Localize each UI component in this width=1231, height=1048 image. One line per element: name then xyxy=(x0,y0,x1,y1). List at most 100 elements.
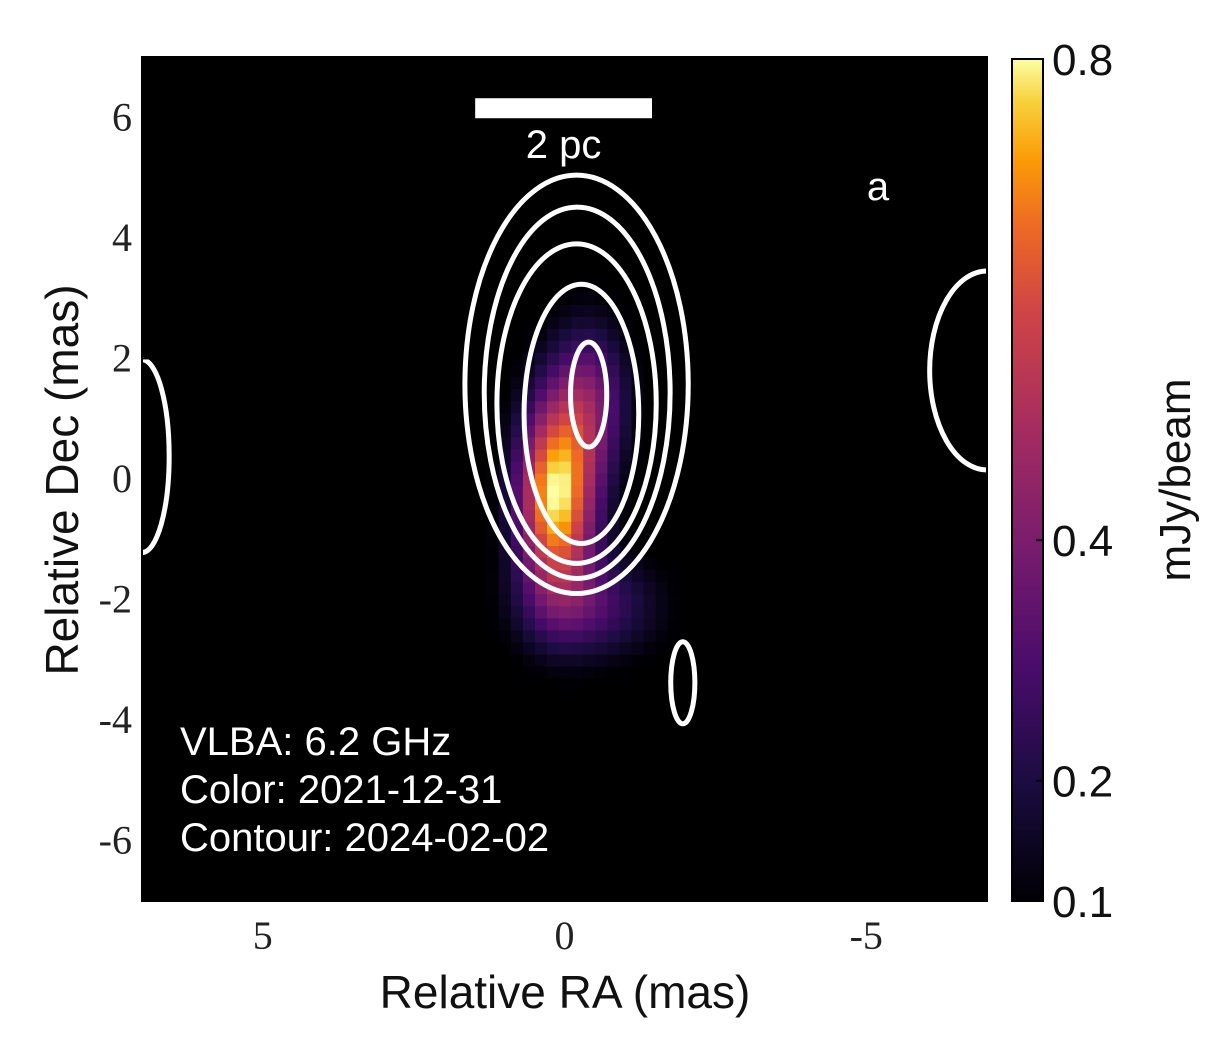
heatmap-cell xyxy=(546,460,560,474)
heatmap-cell xyxy=(582,473,596,486)
heatmap-cell xyxy=(594,593,608,607)
heatmap-cell xyxy=(498,581,511,595)
heatmap-cell xyxy=(606,316,620,329)
heatmap-cell xyxy=(510,352,523,366)
heatmap-cell xyxy=(582,448,596,462)
heatmap-cell xyxy=(618,376,632,390)
heatmap-cell xyxy=(558,509,572,522)
heatmap-cell xyxy=(618,629,632,643)
contour-line xyxy=(668,639,698,727)
axis-ticks: 5 0 -5 6 4 2 0 -2 -4 -6 xyxy=(99,56,988,958)
heatmap-cell xyxy=(594,653,608,667)
heatmap-cell xyxy=(534,473,547,486)
heatmap-cell xyxy=(643,557,656,571)
heatmap-cell xyxy=(667,581,680,595)
heatmap-cell xyxy=(570,388,584,402)
heatmap-cell xyxy=(570,460,584,474)
heatmap-cell xyxy=(618,436,632,450)
y-tick-label: 2 xyxy=(112,335,132,380)
heatmap-cell xyxy=(522,617,535,631)
heatmap-cell xyxy=(558,617,572,631)
heatmap-cell xyxy=(558,605,572,619)
heatmap-cell xyxy=(510,581,523,595)
heatmap-cell xyxy=(522,497,535,510)
heatmap-cell xyxy=(534,665,547,679)
heatmap-cell xyxy=(546,424,560,438)
heatmap-cell xyxy=(558,340,572,353)
heatmap-cell xyxy=(570,304,584,317)
heatmap-cell xyxy=(618,388,632,402)
annotation-band: VLBA: 6.2 GHz xyxy=(180,720,451,764)
heatmap-cell xyxy=(558,424,572,438)
heatmap-cell xyxy=(606,497,620,510)
heatmap-cell xyxy=(570,316,584,329)
heatmap-cell xyxy=(582,424,596,438)
heatmap-cell xyxy=(510,388,523,402)
heatmap-cell xyxy=(534,388,547,402)
heatmap-cell xyxy=(558,436,572,450)
heatmap-cell xyxy=(606,400,620,414)
heatmap-cell xyxy=(594,304,608,317)
heatmap-cell xyxy=(498,400,511,414)
heatmap-cell xyxy=(582,485,596,498)
y-tick-label: -2 xyxy=(99,577,132,622)
heatmap-cell xyxy=(655,629,668,643)
heatmap-cell xyxy=(570,509,584,522)
contour-line xyxy=(481,204,673,581)
heatmap-cell xyxy=(558,593,572,607)
heatmap-cell xyxy=(630,653,644,667)
heatmap-cell xyxy=(618,400,632,414)
heatmap-cell xyxy=(618,605,632,619)
heatmap-cell xyxy=(546,497,560,510)
colorbar-ticks: 0.8 0.4 0.2 0.1 xyxy=(1036,36,1113,927)
scale-bar-label: 2 pc xyxy=(526,123,602,167)
heatmap-cell xyxy=(510,629,523,643)
heatmap-cell xyxy=(486,557,499,571)
heatmap-cell xyxy=(606,641,620,655)
heatmap-cell xyxy=(594,497,608,510)
heatmap-cell xyxy=(534,412,547,426)
heatmap-cell xyxy=(558,521,572,534)
panel-label: a xyxy=(867,165,890,209)
heatmap-cell xyxy=(582,316,596,329)
heatmap-cell xyxy=(534,424,547,438)
heatmap-cell xyxy=(570,677,584,691)
heatmap-cell xyxy=(498,569,511,583)
heatmap-cell xyxy=(510,605,523,619)
heatmap-cell xyxy=(655,581,668,595)
scale-bar xyxy=(475,98,653,119)
heatmap-cell xyxy=(570,593,584,607)
heatmap-cell xyxy=(618,412,632,426)
heatmap-cell xyxy=(498,557,511,571)
heatmap-cell xyxy=(558,485,572,498)
heatmap-cell xyxy=(606,376,620,390)
heatmap-cell xyxy=(534,436,547,450)
heatmap-cell xyxy=(606,412,620,426)
heatmap-cell xyxy=(582,629,596,643)
heatmap-cell xyxy=(594,641,608,655)
heatmap-cell xyxy=(558,328,572,341)
heatmap-cell xyxy=(655,569,668,583)
heatmap-cell xyxy=(534,352,547,366)
heatmap-cell xyxy=(570,473,584,486)
annotation-color-date: Color: 2021-12-31 xyxy=(180,768,502,812)
heatmap-cell xyxy=(643,605,656,619)
heatmap-cell xyxy=(570,328,584,341)
y-axis-label: Relative Dec (mas) xyxy=(36,284,88,675)
heatmap-cell xyxy=(643,653,656,667)
heatmap-cell xyxy=(655,557,668,571)
heatmap-cell xyxy=(498,629,511,643)
heatmap-cell xyxy=(594,328,608,341)
heatmap-cell xyxy=(618,653,632,667)
heatmap-cell xyxy=(618,617,632,631)
heatmap-cell xyxy=(643,581,656,595)
heatmap-cell xyxy=(534,448,547,462)
x-tick-label: -5 xyxy=(850,913,883,958)
heatmap-cell xyxy=(522,593,535,607)
heatmap-cell xyxy=(582,641,596,655)
heatmap-cell xyxy=(510,617,523,631)
heatmap-cell xyxy=(558,497,572,510)
heatmap-cell xyxy=(546,412,560,426)
heatmap-cell xyxy=(546,485,560,498)
heatmap-cell xyxy=(570,665,584,679)
